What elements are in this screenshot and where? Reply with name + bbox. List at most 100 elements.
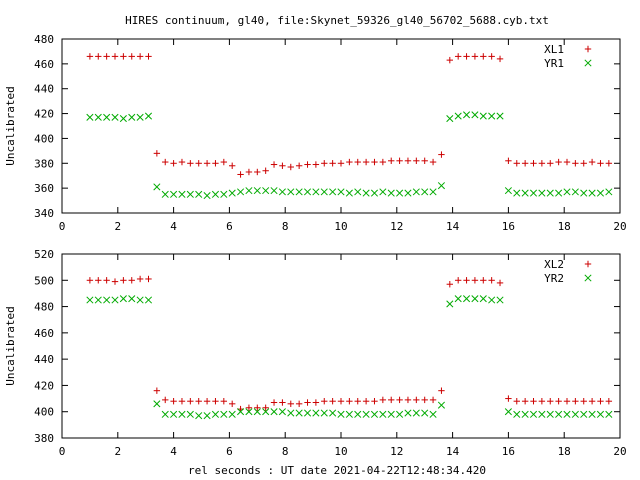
marker-stroke	[161, 410, 169, 418]
data-point-yr1	[136, 113, 144, 121]
marker-stroke	[337, 410, 345, 418]
marker-stroke	[479, 112, 487, 120]
legend-label: XL2	[544, 258, 564, 271]
x-tick-label: 4	[170, 445, 177, 458]
data-point-xl2	[463, 277, 470, 284]
marker-stroke	[320, 188, 328, 196]
data-point-xl1	[329, 160, 336, 167]
data-point-yr2	[278, 408, 286, 416]
data-point-yr1	[521, 189, 529, 197]
data-point-xl2	[572, 398, 579, 405]
data-point-yr2	[555, 410, 563, 418]
marker-stroke	[513, 189, 521, 197]
marker-stroke	[437, 401, 445, 409]
data-point-yr1	[203, 192, 211, 200]
data-point-xl1	[588, 158, 596, 166]
marker-stroke	[278, 408, 286, 416]
x-tick-label: 18	[558, 220, 571, 233]
data-point-xl1	[454, 53, 462, 60]
data-point-xl1	[170, 160, 177, 167]
data-point-xl2	[262, 404, 269, 411]
marker-stroke	[421, 409, 429, 417]
marker-stroke	[563, 188, 571, 196]
data-point-yr2	[387, 410, 395, 418]
marker-stroke	[370, 189, 379, 197]
data-point-xl2	[354, 398, 361, 405]
marker-stroke	[504, 408, 512, 416]
data-point-xl2	[162, 396, 169, 404]
data-point-yr2	[203, 412, 211, 420]
marker-stroke	[496, 296, 504, 304]
data-point-xl2	[580, 398, 587, 405]
marker-stroke	[94, 113, 102, 121]
data-point-xl1	[178, 158, 186, 166]
data-point-xl1	[404, 157, 412, 164]
data-point-yr1	[237, 188, 245, 196]
marker-stroke	[462, 295, 471, 303]
bottom-panel: 380 400 420 440 460 480 500 520 0 2 4 6 8 10 12 14 16 18 2…	[4, 248, 627, 458]
data-point-xl2	[329, 398, 336, 405]
marker-stroke	[203, 192, 211, 200]
data-point-yr1	[262, 187, 270, 195]
data-point-yr1	[94, 113, 102, 121]
data-point-xl2	[454, 277, 462, 284]
series-xl1	[86, 53, 613, 178]
data-point-yr1	[362, 189, 370, 197]
data-point-xl1	[128, 53, 135, 60]
marker-stroke	[345, 410, 353, 418]
data-point-xl2	[170, 398, 177, 405]
marker-stroke	[454, 295, 462, 303]
y-tick-label: 400	[34, 406, 54, 419]
marker-stroke	[178, 190, 186, 198]
data-point-xl1	[605, 160, 613, 167]
data-point-yr1	[596, 189, 605, 197]
marker-stroke	[362, 410, 370, 418]
data-point-yr1	[153, 183, 161, 191]
x-tick-label: 6	[226, 220, 233, 233]
data-point-yr1	[479, 112, 487, 120]
marker-stroke	[303, 409, 312, 417]
data-point-yr1	[245, 187, 253, 195]
marker-stroke	[584, 59, 592, 67]
data-point-xl2	[521, 398, 529, 405]
data-point-yr2	[128, 295, 136, 303]
marker-stroke	[312, 409, 320, 417]
data-point-yr1	[195, 190, 203, 198]
marker-stroke	[119, 114, 127, 123]
data-point-xl1	[254, 168, 261, 176]
marker-stroke	[245, 408, 253, 416]
data-point-yr2	[211, 410, 220, 418]
data-point-xl2	[178, 398, 186, 405]
data-point-yr2	[337, 410, 345, 418]
marker-stroke	[136, 296, 144, 304]
data-point-xl1	[488, 53, 495, 60]
marker-stroke	[354, 410, 362, 418]
marker-stroke	[429, 188, 437, 196]
data-point-yr1	[119, 114, 127, 123]
data-point-yr2	[504, 408, 512, 416]
x-tick-label: 0	[59, 220, 66, 233]
marker-stroke	[329, 188, 337, 196]
data-point-yr2	[454, 295, 462, 303]
marker-stroke	[144, 112, 153, 120]
x-tick-label: 20	[613, 220, 626, 233]
top-panel: 340 360 380 400 420 440 460 480 0 2 4 6 8 10 12 14 16 18 2…	[4, 33, 627, 233]
data-point-yr2	[446, 300, 454, 308]
marker-stroke	[86, 296, 94, 304]
data-point-yr2	[538, 410, 546, 418]
x-tick-label: 8	[282, 445, 289, 458]
data-point-yr1	[538, 189, 546, 197]
data-point-yr2	[144, 296, 153, 304]
data-point-yr2	[471, 295, 479, 303]
data-point-xl2	[245, 404, 253, 411]
data-point-yr1	[529, 189, 538, 197]
data-point-xl2	[379, 396, 387, 404]
marker-stroke	[144, 296, 153, 304]
marker-stroke	[270, 187, 278, 195]
data-point-yr1	[128, 113, 136, 121]
chart-title: HIRES continuum, gl40, file:Skynet_59326…	[125, 14, 549, 27]
x-tick-label: 14	[446, 220, 460, 233]
x-tick-label: 6	[226, 445, 233, 458]
data-point-xl1	[563, 158, 571, 166]
